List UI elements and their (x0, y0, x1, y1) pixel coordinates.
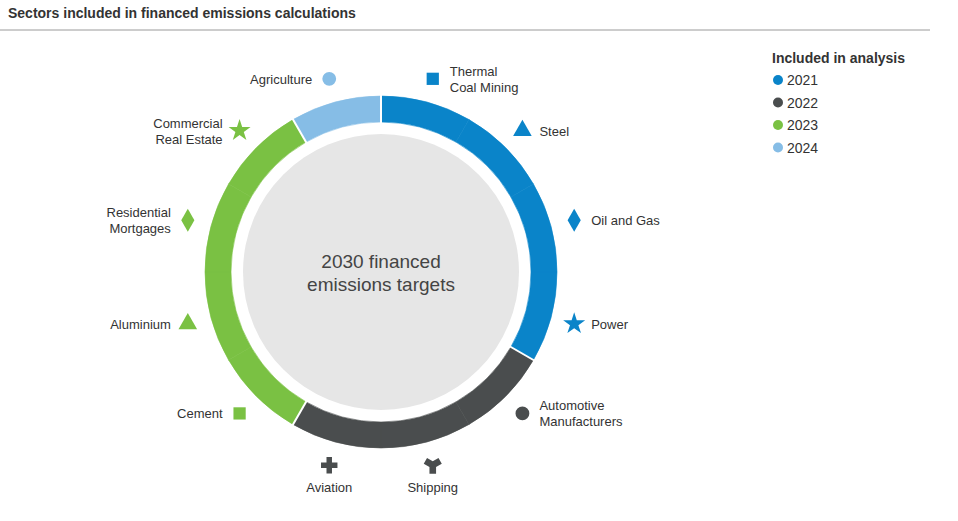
slice (205, 272, 251, 360)
group-separator (292, 400, 307, 426)
slice (456, 120, 533, 197)
sector-label-line: Automotive (539, 398, 604, 413)
legend-swatch (773, 120, 783, 130)
sector-label-line: Commercial (153, 116, 222, 131)
sector-icon (563, 312, 585, 333)
sector-icon (424, 458, 442, 474)
sector-icon (229, 119, 251, 140)
legend: Included in analysis 2021 2022 2023 2024 (772, 50, 905, 156)
center-disc (243, 134, 519, 410)
legend-label: 2022 (787, 95, 818, 111)
sector-icon (179, 313, 198, 329)
sector-label: AutomotiveManufacturers (539, 398, 623, 429)
slice (229, 347, 306, 424)
chart: Sectors included in financed emissions c… (0, 0, 958, 521)
sector-label-line: Residential (106, 205, 170, 220)
donut: 2030 financedemissions targets ThermalCoa… (106, 64, 660, 495)
sector-label-line: Power (591, 317, 629, 332)
slice (456, 347, 533, 424)
sector-label: Shipping (407, 480, 458, 495)
slice (381, 96, 469, 142)
sector-icon (233, 407, 245, 419)
sector-label: Aluminium (110, 317, 171, 332)
sector-label-line: Mortgages (109, 221, 171, 236)
group-separator (509, 346, 535, 361)
sector-label-line: Manufacturers (539, 414, 623, 429)
sector-label-line: Steel (539, 124, 569, 139)
legend-swatch (773, 98, 783, 108)
sector-label-line: Thermal (450, 64, 498, 79)
group-separator (380, 94, 382, 124)
slice (381, 402, 469, 448)
sector-icon (568, 209, 581, 232)
sector-icon (516, 407, 530, 421)
title-rule (0, 30, 930, 31)
sector-label: Agriculture (250, 72, 312, 87)
sector-label-line: Aviation (306, 480, 352, 495)
sector-label-line: Agriculture (250, 72, 312, 87)
sector-icon (181, 209, 194, 232)
center-text-line: 2030 financed (321, 251, 440, 272)
sector-label-line: Aluminium (110, 317, 171, 332)
title: Sectors included in financed emissions c… (8, 5, 356, 21)
slice (511, 272, 557, 360)
group-separator (292, 118, 307, 144)
sector-label: Cement (177, 406, 223, 421)
sector-icon (321, 457, 337, 473)
sector-icon (322, 72, 336, 86)
sector-label-line: Real Estate (155, 132, 222, 147)
sector-icon (513, 120, 532, 136)
sector-label-line: Oil and Gas (591, 213, 660, 228)
legend-swatch (773, 75, 783, 85)
sector-label: CommercialReal Estate (153, 116, 222, 147)
legend-title: Included in analysis (772, 50, 905, 66)
sector-label-line: Coal Mining (450, 80, 519, 95)
legend-label: 2023 (787, 117, 818, 133)
slice (229, 120, 306, 197)
sector-label: Power (591, 317, 629, 332)
legend-label: 2024 (787, 140, 818, 156)
sector-label: Aviation (306, 480, 352, 495)
slice (511, 184, 557, 272)
sector-label: Steel (539, 124, 569, 139)
slice (293, 96, 381, 142)
sector-label: ThermalCoal Mining (450, 64, 519, 95)
sector-label: ResidentialMortgages (106, 205, 171, 236)
sector-label-line: Shipping (407, 480, 458, 495)
legend-label: 2021 (787, 72, 818, 88)
slice (293, 402, 381, 448)
center-text-line: emissions targets (307, 274, 455, 295)
sector-icon (427, 73, 439, 85)
center-text: 2030 financedemissions targets (307, 251, 455, 295)
legend-swatch (773, 143, 783, 153)
sector-label: Oil and Gas (591, 213, 660, 228)
slice (205, 184, 251, 272)
sector-label-line: Cement (177, 406, 223, 421)
